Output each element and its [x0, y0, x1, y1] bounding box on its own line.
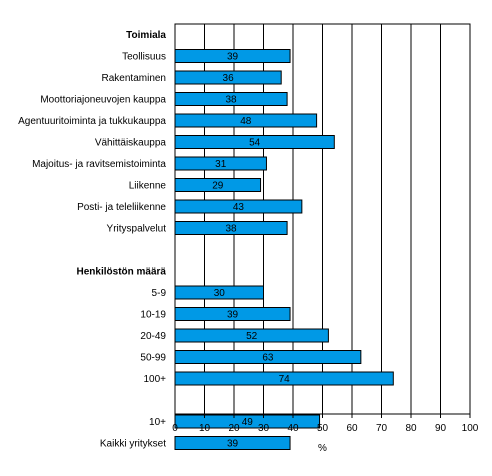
- bar-value-label: 31: [215, 159, 227, 170]
- category-label: 10+: [149, 417, 166, 428]
- bar-value-label: 39: [227, 310, 239, 321]
- bar: [174, 135, 335, 149]
- bar-value-label: 39: [227, 439, 239, 450]
- category-label: Liikenne: [129, 181, 167, 192]
- category-label: 50-99: [140, 353, 166, 364]
- category-label: Teollisuus: [122, 52, 166, 63]
- category-label: Agentuuritoiminta ja tukkukauppa: [18, 116, 166, 127]
- x-tick-label: 80: [405, 423, 417, 434]
- bar: [174, 221, 288, 235]
- category-label: 20-49: [140, 331, 166, 342]
- bar-value-label: 29: [212, 181, 224, 192]
- x-tick-label: 30: [258, 423, 270, 434]
- group-title: Henkilöstön määrä: [77, 267, 167, 278]
- bar: [174, 178, 262, 192]
- category-label: Kaikki yritykset: [100, 439, 166, 450]
- x-tick-label: 0: [172, 423, 178, 434]
- bar-value-label: 38: [225, 95, 237, 106]
- bar: [174, 414, 321, 429]
- bar: [174, 328, 329, 343]
- category-label: 5-9: [152, 288, 167, 299]
- category-label: Rakentaminen: [102, 73, 166, 84]
- bar-value-label: 74: [279, 374, 291, 385]
- x-tick-label: 100: [462, 423, 479, 434]
- x-tick-label: 50: [317, 423, 329, 434]
- category-label: 100+: [143, 374, 166, 385]
- bar-value-label: 30: [214, 288, 226, 299]
- bar-value-label: 63: [262, 353, 274, 364]
- bar-value-label: 52: [246, 331, 258, 342]
- bar: [174, 49, 291, 63]
- x-tick-label: 20: [228, 423, 240, 434]
- category-label: Moottoriajoneuvojen kauppa: [40, 95, 166, 106]
- bar-value-label: 36: [223, 73, 235, 84]
- x-tick-label: 70: [376, 423, 388, 434]
- bar: [174, 92, 288, 106]
- bar: [174, 285, 264, 300]
- bar: [174, 113, 318, 128]
- bar: [174, 199, 303, 214]
- category-label: Posti- ja teleliikenne: [77, 202, 166, 213]
- x-tick-label: 40: [287, 423, 299, 434]
- bar: [174, 350, 362, 364]
- bar: [174, 156, 267, 171]
- bar: [174, 70, 282, 85]
- x-tick-label: 90: [435, 423, 447, 434]
- bar: [174, 307, 291, 321]
- category-label: Yrityspalvelut: [107, 224, 167, 235]
- category-label: Majoitus- ja ravitsemistoiminta: [32, 159, 166, 170]
- x-axis-label: %: [318, 443, 327, 454]
- bar-value-label: 48: [240, 116, 252, 127]
- category-label: Vähittäiskauppa: [95, 138, 167, 149]
- bar: [174, 371, 394, 386]
- bar-value-label: 54: [249, 138, 261, 149]
- bar-value-label: 39: [227, 52, 239, 63]
- bar-value-label: 38: [225, 224, 237, 235]
- bar-value-label: 49: [242, 417, 254, 428]
- bar-value-label: 43: [233, 202, 245, 213]
- x-tick-label: 60: [346, 423, 358, 434]
- group-title: Toimiala: [126, 30, 166, 41]
- category-label: 10-19: [140, 310, 166, 321]
- x-tick-label: 10: [199, 423, 211, 434]
- x-axis: 0 10 20 30 40 50 60 70 80 90 100%: [172, 414, 479, 454]
- bar: [174, 436, 291, 450]
- category-labels: Toimiala Teollisuus Rakentaminen Moottoriaj…: [18, 30, 166, 450]
